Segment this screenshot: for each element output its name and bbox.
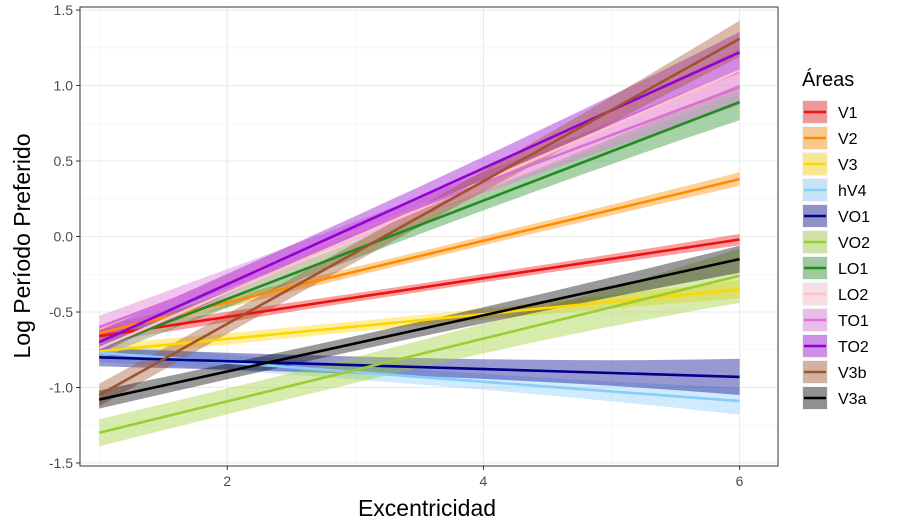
panel-border <box>79 6 779 467</box>
series-lines <box>98 37 741 435</box>
series-line-V3a <box>98 257 740 401</box>
legend-title: Áreas <box>802 68 854 91</box>
legend-label-V2: V2 <box>838 131 858 148</box>
y-axis-ticks: -1.5 -1.0 -0.5 0.0 0.5 1.0 1.5 <box>49 2 80 471</box>
y-tick-label: 1.5 <box>54 2 74 18</box>
ci-band-LO1 <box>99 84 740 358</box>
ci-band-VO1 <box>99 348 740 395</box>
y-tick-label: 1.0 <box>54 78 74 94</box>
y-tick-label: 0.5 <box>54 153 74 169</box>
legend-label-V1: V1 <box>838 105 858 122</box>
y-tick-label: -0.5 <box>49 304 73 320</box>
y-tick-label: 0.0 <box>54 229 74 245</box>
series-line-VO1 <box>99 355 740 379</box>
x-axis-title: Excentricidad <box>358 495 496 521</box>
ci-band-V3b <box>99 20 740 407</box>
y-tick-label: -1.0 <box>49 379 73 395</box>
y-tick-label: -1.5 <box>49 455 73 471</box>
x-tick-label: 2 <box>223 473 231 489</box>
legend-label-TO1: TO1 <box>838 313 869 330</box>
legend: Áreas V1 V2 V3 hV4 VO1 VO2 LO1 LO2 TO1 TO2 V3b V3a <box>802 68 870 410</box>
ci-band-TO2 <box>99 31 740 354</box>
series-line-V3 <box>99 288 740 353</box>
series-line-LO1 <box>98 100 741 350</box>
series-line-V1 <box>99 238 740 338</box>
series-line-TO1 <box>98 85 741 329</box>
series-line-V3b <box>98 37 741 397</box>
legend-label-TO2: TO2 <box>838 339 869 356</box>
legend-label-VO2: VO2 <box>838 235 870 252</box>
x-axis-ticks: 2 4 6 <box>223 466 744 489</box>
legend-label-VO1: VO1 <box>838 209 870 226</box>
legend-label-LO2: LO2 <box>838 287 868 304</box>
legend-label-LO1: LO1 <box>838 261 868 278</box>
legend-label-hV4: hV4 <box>838 183 867 200</box>
x-tick-label: 6 <box>736 473 744 489</box>
series-line-VO2 <box>98 274 740 435</box>
legend-label-V3b: V3b <box>838 365 867 382</box>
series-line-TO2 <box>98 51 741 344</box>
series-line-LO2 <box>98 69 741 350</box>
y-axis-title: Log Período Preferido <box>9 133 35 358</box>
ci-band-VO2 <box>99 248 740 447</box>
ci-band-V3a <box>99 245 740 409</box>
legend-label-V3a: V3a <box>838 391 867 408</box>
x-tick-label: 4 <box>480 473 488 489</box>
legend-label-V3: V3 <box>838 157 858 174</box>
